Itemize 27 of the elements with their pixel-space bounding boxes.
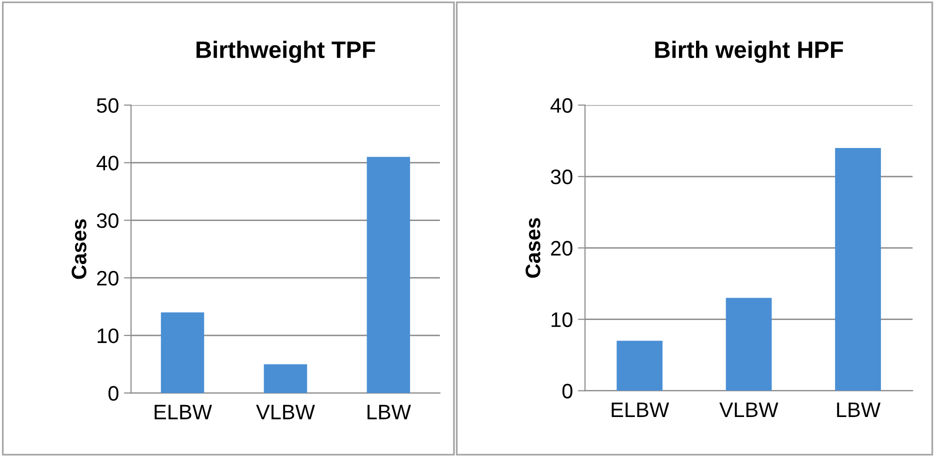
y-tick-label: 50 [96,98,118,113]
y-axis-title: Cases [526,218,540,278]
bar [264,364,308,394]
y-tick-label: 10 [98,328,118,344]
y-tick-label: 40 [550,98,572,113]
x-tick-label: LBW [837,402,880,417]
x-tick-label: VLBW [719,402,778,417]
x-tick-label: ELBW [612,402,670,417]
y-tick-label: 20 [551,240,572,256]
x-tick-label: VLBW [256,404,315,420]
y-tick-label: 20 [97,270,118,286]
bar [160,312,204,394]
y-tick-label: 0 [562,384,572,398]
bar [835,148,881,391]
y-tick-label: 40 [96,156,118,170]
x-tick-label: ELBW [154,404,212,420]
bar [366,156,410,394]
chart-title: Birth weight HPF [655,40,844,63]
bar [726,298,772,391]
y-tick-label: 10 [552,312,572,328]
y-tick-label: 30 [96,213,118,228]
y-tick-label: 0 [108,386,118,401]
y-tick-label: 30 [550,170,572,184]
bar [616,340,663,391]
y-axis-title: Cases [72,219,86,279]
x-tick-label: LBW [368,404,411,420]
chart-title: Birthweight TPF [196,40,376,63]
